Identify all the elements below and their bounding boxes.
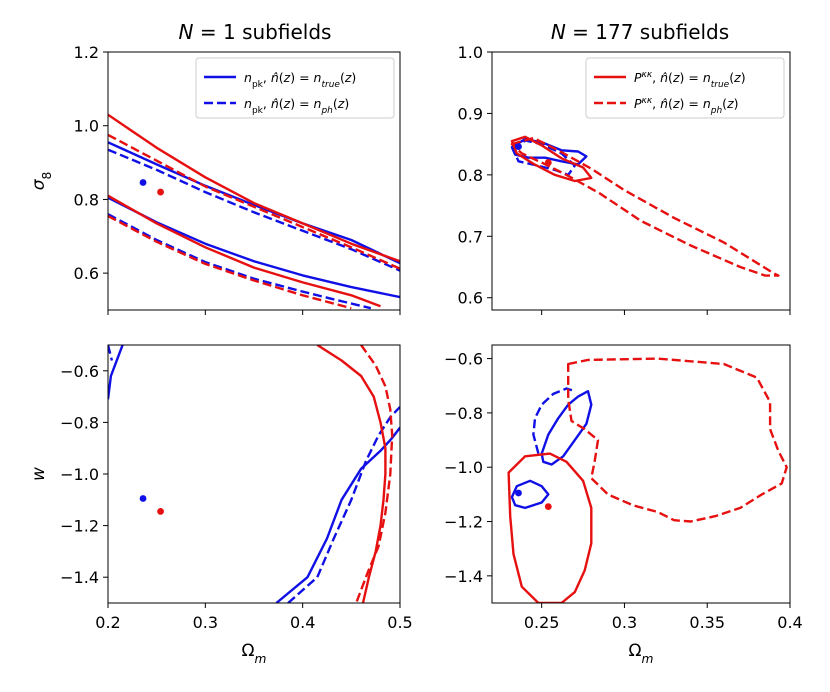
y-tick-label: 0.8 (458, 166, 483, 185)
series-line-7 (108, 214, 352, 310)
y-tick-label: −1.0 (60, 465, 99, 484)
legend-label: npk, n̂(z) = nph(z) (244, 96, 349, 116)
series-line-6 (108, 133, 400, 270)
x-tick-label: 0.4 (290, 613, 315, 632)
series-line-0 (108, 345, 124, 400)
series-line-1 (108, 345, 114, 361)
series-line-3 (108, 213, 372, 310)
y-tick-label: 0.7 (458, 227, 483, 246)
fiducial-point-1 (157, 188, 164, 196)
x-tick-label: 0.5 (387, 613, 412, 632)
series-line-5 (108, 194, 381, 308)
y-tick-label: −0.6 (60, 362, 99, 381)
y-tick-label: −0.6 (444, 350, 483, 369)
legend: npk, n̂(z) = ntrue(z) npk, n̂(z) = nph(z) (195, 57, 395, 119)
title-right: N = 177 subfields (551, 20, 729, 44)
series-line-4 (567, 357, 788, 523)
x-tick-label: 0.25 (524, 613, 560, 632)
y-tick-label: 0.8 (74, 190, 99, 209)
series-group (507, 357, 788, 603)
y-tick-label: −1.4 (444, 567, 483, 586)
title-left: N = 1 subfields (179, 20, 332, 44)
legend-label: Pκκ, n̂(z) = ntrue(z) (634, 70, 746, 90)
y-axis-label: σ8 (29, 172, 54, 191)
panel-bottom-right: −1.4 −1.2 −1.0 −0.8 −0.6 0.25 0.3 0.35 0.4 Ωm (444, 344, 803, 666)
y-tick-label: 0.6 (458, 289, 483, 308)
fiducial-point-0 (515, 143, 522, 151)
series-group (510, 135, 780, 277)
fiducial-point-1 (157, 508, 164, 515)
y-tick-label: −0.8 (60, 413, 99, 432)
series-line-3 (507, 452, 593, 603)
x-tick-label: 0.35 (689, 613, 725, 632)
fiducial-point-0 (139, 495, 147, 502)
legend-label: Pκκ, n̂(z) = nph(z) (634, 96, 739, 116)
series-line-5 (355, 345, 394, 603)
y-tick-label: −1.2 (444, 513, 483, 532)
x-tick-label: 0.3 (612, 613, 637, 632)
axes-frame (107, 51, 401, 311)
fiducial-point-0 (515, 489, 522, 497)
series-line-3 (287, 406, 400, 603)
y-axis-label: w (29, 467, 49, 481)
series-line-2 (108, 148, 400, 272)
y-tick-label: −1.4 (60, 568, 99, 587)
axes-frame (491, 51, 791, 311)
fiducial-point-0 (139, 179, 147, 186)
y-tick-label: 0.9 (458, 104, 483, 123)
x-axis-label: Ωm (242, 641, 267, 666)
series-line-4 (316, 345, 387, 603)
x-tick-label: 0.3 (193, 613, 218, 632)
legend-box (195, 57, 395, 119)
fiducial-point-1 (544, 159, 552, 166)
legend: Pκκ, n̂(z) = ntrue(z) Pκκ, n̂(z) = nph(z) (585, 57, 785, 119)
y-tick-label: 1.0 (74, 117, 99, 136)
y-tick-label: 1.0 (458, 43, 483, 62)
axes-frame (107, 344, 401, 604)
series-group (108, 345, 400, 603)
y-tick-label: −1.2 (60, 517, 99, 536)
legend-box (585, 57, 785, 119)
series-line-3 (510, 136, 780, 277)
series-line-0 (108, 141, 400, 265)
y-tick-label: 0.6 (74, 264, 99, 283)
series-line-2 (510, 135, 593, 183)
y-tick-label: 1.2 (74, 43, 99, 62)
x-axis-label: Ωm (629, 641, 654, 666)
x-tick-label: 0.2 (95, 613, 120, 632)
x-tick-label: 0.4 (777, 613, 802, 632)
legend-label: npk, n̂(z) = ntrue(z) (244, 70, 356, 90)
panel-bottom-left: −1.4 −1.2 −1.0 −0.8 −0.6 0.2 0.3 0.4 0.5 Ωm w (29, 344, 413, 666)
series-line-1 (540, 390, 593, 466)
fiducial-point-1 (544, 503, 552, 510)
series-line-0 (510, 479, 550, 510)
series-line-2 (532, 387, 576, 454)
series-line-4 (108, 113, 400, 263)
series-line-2 (275, 426, 400, 603)
axes-frame (491, 344, 791, 604)
series-group (108, 113, 400, 310)
y-tick-label: −1.0 (444, 458, 483, 477)
y-tick-label: −0.8 (444, 404, 483, 423)
